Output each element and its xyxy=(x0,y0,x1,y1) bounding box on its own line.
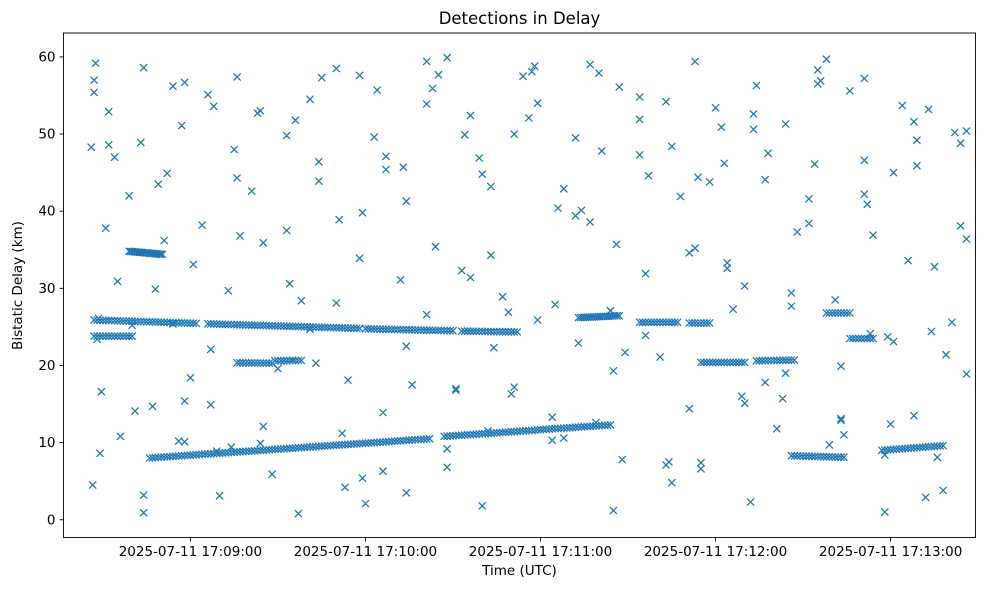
x-tick-label: 2025-07-11 17:10:00 xyxy=(294,544,437,560)
x-tick-label: 2025-07-11 17:13:00 xyxy=(819,544,962,560)
y-tick-label: 40 xyxy=(38,204,55,220)
x-tick-label: 2025-07-11 17:12:00 xyxy=(644,544,787,560)
y-tick-label: 60 xyxy=(38,49,55,65)
x-tick-label: 2025-07-11 17:09:00 xyxy=(119,544,262,560)
x-axis-label: Time (UTC) xyxy=(481,563,557,579)
y-axis-ticks: 0 10 20 30 40 50 60 xyxy=(38,49,64,528)
chart-title: Detections in Delay xyxy=(439,9,601,28)
y-tick-label: 30 xyxy=(38,281,55,297)
y-tick-label: 20 xyxy=(38,358,55,374)
scatter-markers xyxy=(87,53,971,518)
y-tick-label: 50 xyxy=(38,127,55,143)
axes-frame xyxy=(63,32,976,538)
x-tick-label: 2025-07-11 17:11:00 xyxy=(469,544,612,560)
y-axis-label: Bistatic Delay (km) xyxy=(10,221,26,350)
y-tick-label: 0 xyxy=(47,512,56,528)
y-tick-label: 10 xyxy=(38,435,55,451)
x-axis-ticks: 2025-07-11 17:09:00 2025-07-11 17:10:00 20… xyxy=(119,537,962,560)
